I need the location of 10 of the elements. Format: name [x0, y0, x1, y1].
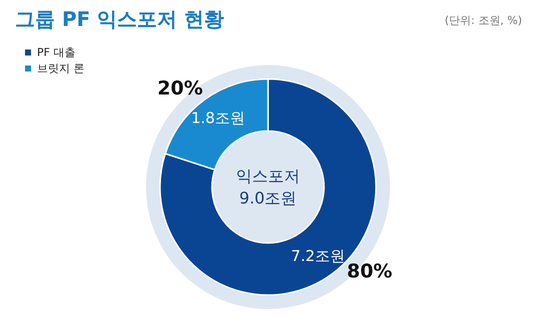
text: (단위: 조원, %) — [444, 14, 522, 27]
text: 20% — [157, 77, 203, 100]
legend-label: PF 대출 — [37, 46, 76, 59]
text: 익스포저 — [236, 166, 300, 186]
text: 80% — [346, 260, 392, 282]
data-label: 7.2조원 — [291, 246, 345, 265]
chart-title: 그룹 PF 익스포저 현황 — [15, 7, 224, 31]
legend-label: 브릿지 론 — [37, 62, 84, 75]
text: 9.0조원 — [239, 188, 297, 208]
data-label: 1.8조원 — [191, 109, 245, 128]
